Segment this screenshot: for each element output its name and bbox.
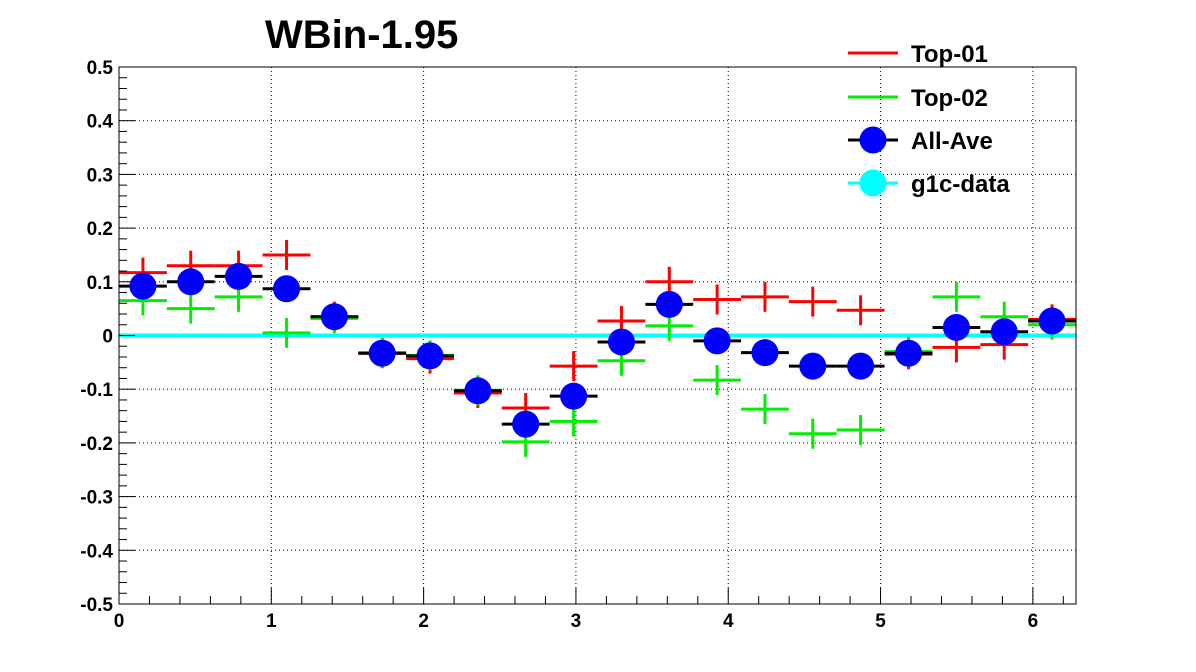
all-ave-point [990, 318, 1018, 346]
all-ave-point [895, 339, 923, 367]
x-tick-label: 2 [418, 611, 429, 632]
all-ave-point [320, 303, 348, 331]
chart-title: WBin-1.95 [265, 13, 458, 57]
all-ave-point [560, 382, 588, 410]
data-series [119, 239, 1076, 457]
x-tick-label: 4 [723, 611, 734, 632]
axes: 0 1 2 3 4 5 6 0.5 0.4 0.3 0.2 0.1 0 -0.1 -0.2 -0.3 -0.4 -… [80, 58, 1064, 632]
top-01-legend-label: Top-01 [911, 41, 988, 68]
y-tick-label: 0.4 [87, 112, 114, 133]
all-ave-point [751, 339, 779, 367]
y-tick-label: -0.1 [80, 380, 113, 401]
all-ave-point [703, 327, 731, 355]
y-tick-label: 0.5 [87, 58, 114, 79]
top-02-legend-label: Top-02 [911, 85, 988, 112]
all-ave-point [368, 339, 396, 367]
all-ave-series [119, 262, 1076, 438]
all-ave-point [464, 377, 492, 405]
all-ave-point [847, 352, 875, 380]
all-ave-point [177, 268, 205, 296]
g1c-data-legend-label: g1c-data [911, 171, 1010, 198]
all-ave-point [799, 352, 827, 380]
legend: Top-01 Top-02 All-Ave g1c-data [848, 41, 1010, 198]
top-02-series [119, 281, 1076, 457]
y-tick-label: -0.2 [80, 434, 113, 455]
y-tick-label: 0.2 [87, 219, 113, 240]
x-tick-label: 3 [571, 611, 582, 632]
x-tick-label: 1 [266, 611, 277, 632]
y-tick-label: 0.1 [87, 273, 114, 294]
x-tick-label: 6 [1028, 611, 1039, 632]
all-ave-point [273, 275, 301, 303]
all-ave-point [1038, 307, 1066, 335]
y-tick-label: 0 [102, 327, 113, 348]
all-ave-point [607, 328, 635, 356]
all-ave-legend-marker [859, 126, 887, 154]
x-tick-label: 5 [875, 611, 886, 632]
y-tick-label: 0.3 [87, 165, 113, 186]
all-ave-legend-label: All-Ave [911, 128, 993, 155]
all-ave-point [942, 313, 970, 341]
y-tick-label: -0.5 [80, 595, 113, 616]
y-tick-label: -0.3 [80, 488, 113, 509]
all-ave-point [129, 272, 157, 300]
all-ave-point [512, 410, 540, 438]
all-ave-point [225, 262, 253, 290]
g1c-data-legend-marker [859, 169, 887, 197]
x-tick-label: 0 [114, 611, 125, 632]
all-ave-point [416, 342, 444, 370]
all-ave-point [655, 290, 683, 318]
y-tick-label: -0.4 [80, 541, 113, 562]
